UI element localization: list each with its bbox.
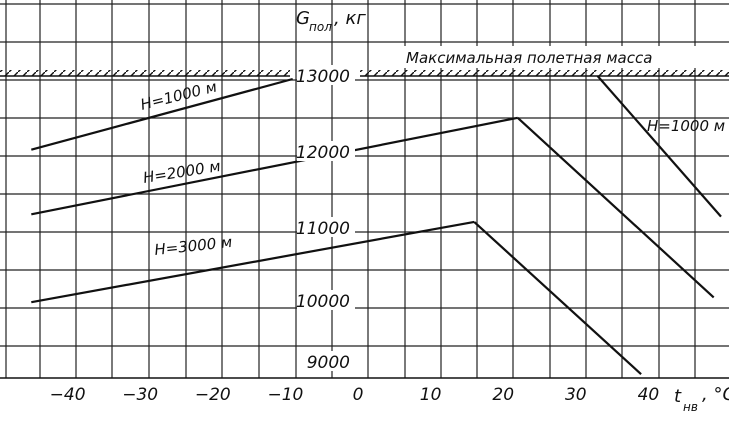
x-tick-label: 0 xyxy=(353,385,364,405)
x-tick-label: 10 xyxy=(420,385,442,405)
x-tick-label: 40 xyxy=(638,385,660,405)
limit-label-bg xyxy=(402,46,696,68)
x-tick-bg xyxy=(336,380,380,404)
y-tick-labels: 9000 10000 11000 12000 13000 xyxy=(296,65,355,373)
x-tick-label: −10 xyxy=(267,385,303,405)
series-line-2 xyxy=(31,220,475,304)
series-line-3 xyxy=(596,75,722,218)
x-axis-title: t xyxy=(674,386,682,407)
x-tick-bg xyxy=(263,380,308,404)
y-axis-title: G xyxy=(296,8,310,29)
limit-hatch xyxy=(360,70,729,76)
limit-label: Максимальная полетная масса xyxy=(406,49,652,67)
x-tick-bg xyxy=(190,380,235,404)
y-tick-bg xyxy=(297,65,355,85)
x-tick-label: 20 xyxy=(492,385,514,405)
data-series xyxy=(31,75,722,376)
curve-label: H=1000 м xyxy=(139,78,219,114)
y-tick-bg xyxy=(297,290,355,310)
x-tick-labels: −40 −30 −20 −10 0 10 20 30 40 xyxy=(45,380,671,405)
curve-label: H=2000 м xyxy=(142,157,222,187)
limit-hatch xyxy=(0,70,290,76)
x-tick-bg xyxy=(118,380,163,404)
x-tick-label: −40 xyxy=(50,385,86,405)
x-tick-bg xyxy=(45,380,90,404)
y-tick-bg xyxy=(297,217,355,237)
x-tick-bg xyxy=(408,380,453,404)
curve-label: H=1000 м xyxy=(647,117,725,135)
curve-label: H=3000 м xyxy=(154,233,234,259)
y-tick-label: 10000 xyxy=(296,292,350,312)
y-axis-title-unit: , кг xyxy=(334,8,366,29)
y-tick-label: 12000 xyxy=(296,143,350,163)
max-mass-limit: Максимальная полетная масса xyxy=(0,46,729,77)
y-axis-title-sub: пол xyxy=(309,20,332,34)
y-tick-bg xyxy=(297,351,355,371)
axis-titles: G пол , кг t нв , °C xyxy=(296,8,729,414)
series-line-1 xyxy=(31,116,518,216)
y-tick-label: 11000 xyxy=(296,219,350,239)
series-line-4 xyxy=(516,116,715,299)
series-line-5 xyxy=(473,221,642,376)
x-tick-label: −30 xyxy=(122,385,158,405)
x-tick-label: 30 xyxy=(565,385,587,405)
x-axis-title-sub: нв xyxy=(683,400,698,414)
y-tick-label: 13000 xyxy=(296,67,350,87)
series-line-0 xyxy=(31,77,293,151)
x-axis-title-unit: , °C xyxy=(702,384,729,405)
y-tick-label: 9000 xyxy=(307,353,350,373)
x-tick-label: −20 xyxy=(195,385,231,405)
x-tick-bg xyxy=(626,380,671,404)
y-tick-bg xyxy=(297,141,355,161)
x-tick-bg xyxy=(481,380,526,404)
x-tick-bg xyxy=(553,380,598,404)
